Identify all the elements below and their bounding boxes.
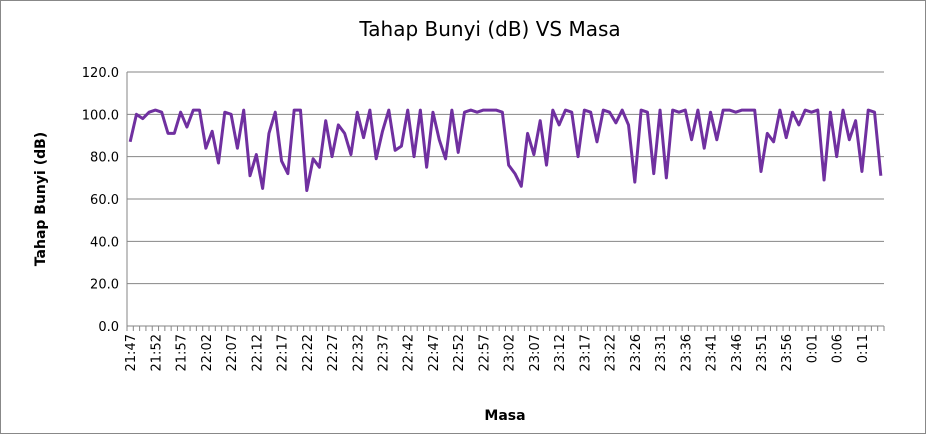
x-tick-label: 22:17 (276, 334, 291, 371)
x-tick-label: 21:57 (175, 334, 190, 371)
x-tick-label: 23:02 (503, 334, 518, 371)
x-tick-label: 22:22 (301, 334, 316, 371)
y-tick-label: 80.0 (90, 151, 119, 166)
y-tick-label: 0.0 (98, 320, 119, 335)
y-tick-label: 120.0 (82, 66, 119, 81)
x-tick-label: 22:42 (402, 334, 417, 371)
x-tick-label: 23:36 (679, 334, 694, 371)
x-tick-label: 23:12 (553, 334, 568, 371)
x-tick-label: 23:46 (730, 334, 745, 371)
x-tick-label: 21:52 (149, 334, 164, 371)
x-tick-label: 22:37 (376, 334, 391, 371)
x-tick-label: 23:07 (528, 334, 543, 371)
x-tick-label: 23:31 (654, 334, 669, 371)
x-tick-label: 23:41 (705, 334, 720, 371)
chart-title: Tahap Bunyi (dB) VS Masa (358, 17, 620, 41)
x-tick-label: 22:57 (477, 334, 492, 371)
x-tick-label: 22:52 (452, 334, 467, 371)
x-tick-label: 22:02 (200, 334, 215, 371)
x-tick-label: 23:26 (629, 334, 644, 371)
data-line (128, 108, 883, 193)
y-tick-label: 40.0 (90, 235, 119, 250)
x-tick-label: 21:47 (124, 334, 139, 371)
x-tick-label: 22:32 (351, 334, 366, 371)
x-tick-label: 22:07 (225, 334, 240, 371)
x-tick-label: 23:51 (755, 334, 770, 371)
x-axis-label: Masa (484, 408, 525, 424)
x-tick-label: 23:56 (780, 334, 795, 371)
y-tick-label: 20.0 (90, 278, 119, 293)
x-tick-label: 23:22 (604, 334, 619, 371)
x-tick-label: 22:27 (326, 334, 341, 371)
x-tick-label: 0:06 (831, 334, 846, 363)
y-axis-label: Tahap Bunyi (dB) (33, 132, 49, 266)
y-tick-label: 100.0 (82, 108, 119, 123)
x-tick-label: 23:17 (578, 334, 593, 371)
x-tick-label: 22:47 (427, 334, 442, 371)
y-tick-label: 60.0 (90, 193, 119, 208)
x-tick-label: 0:01 (805, 334, 820, 363)
x-tick-label: 0:11 (856, 334, 871, 363)
x-tick-label: 22:12 (250, 334, 265, 371)
